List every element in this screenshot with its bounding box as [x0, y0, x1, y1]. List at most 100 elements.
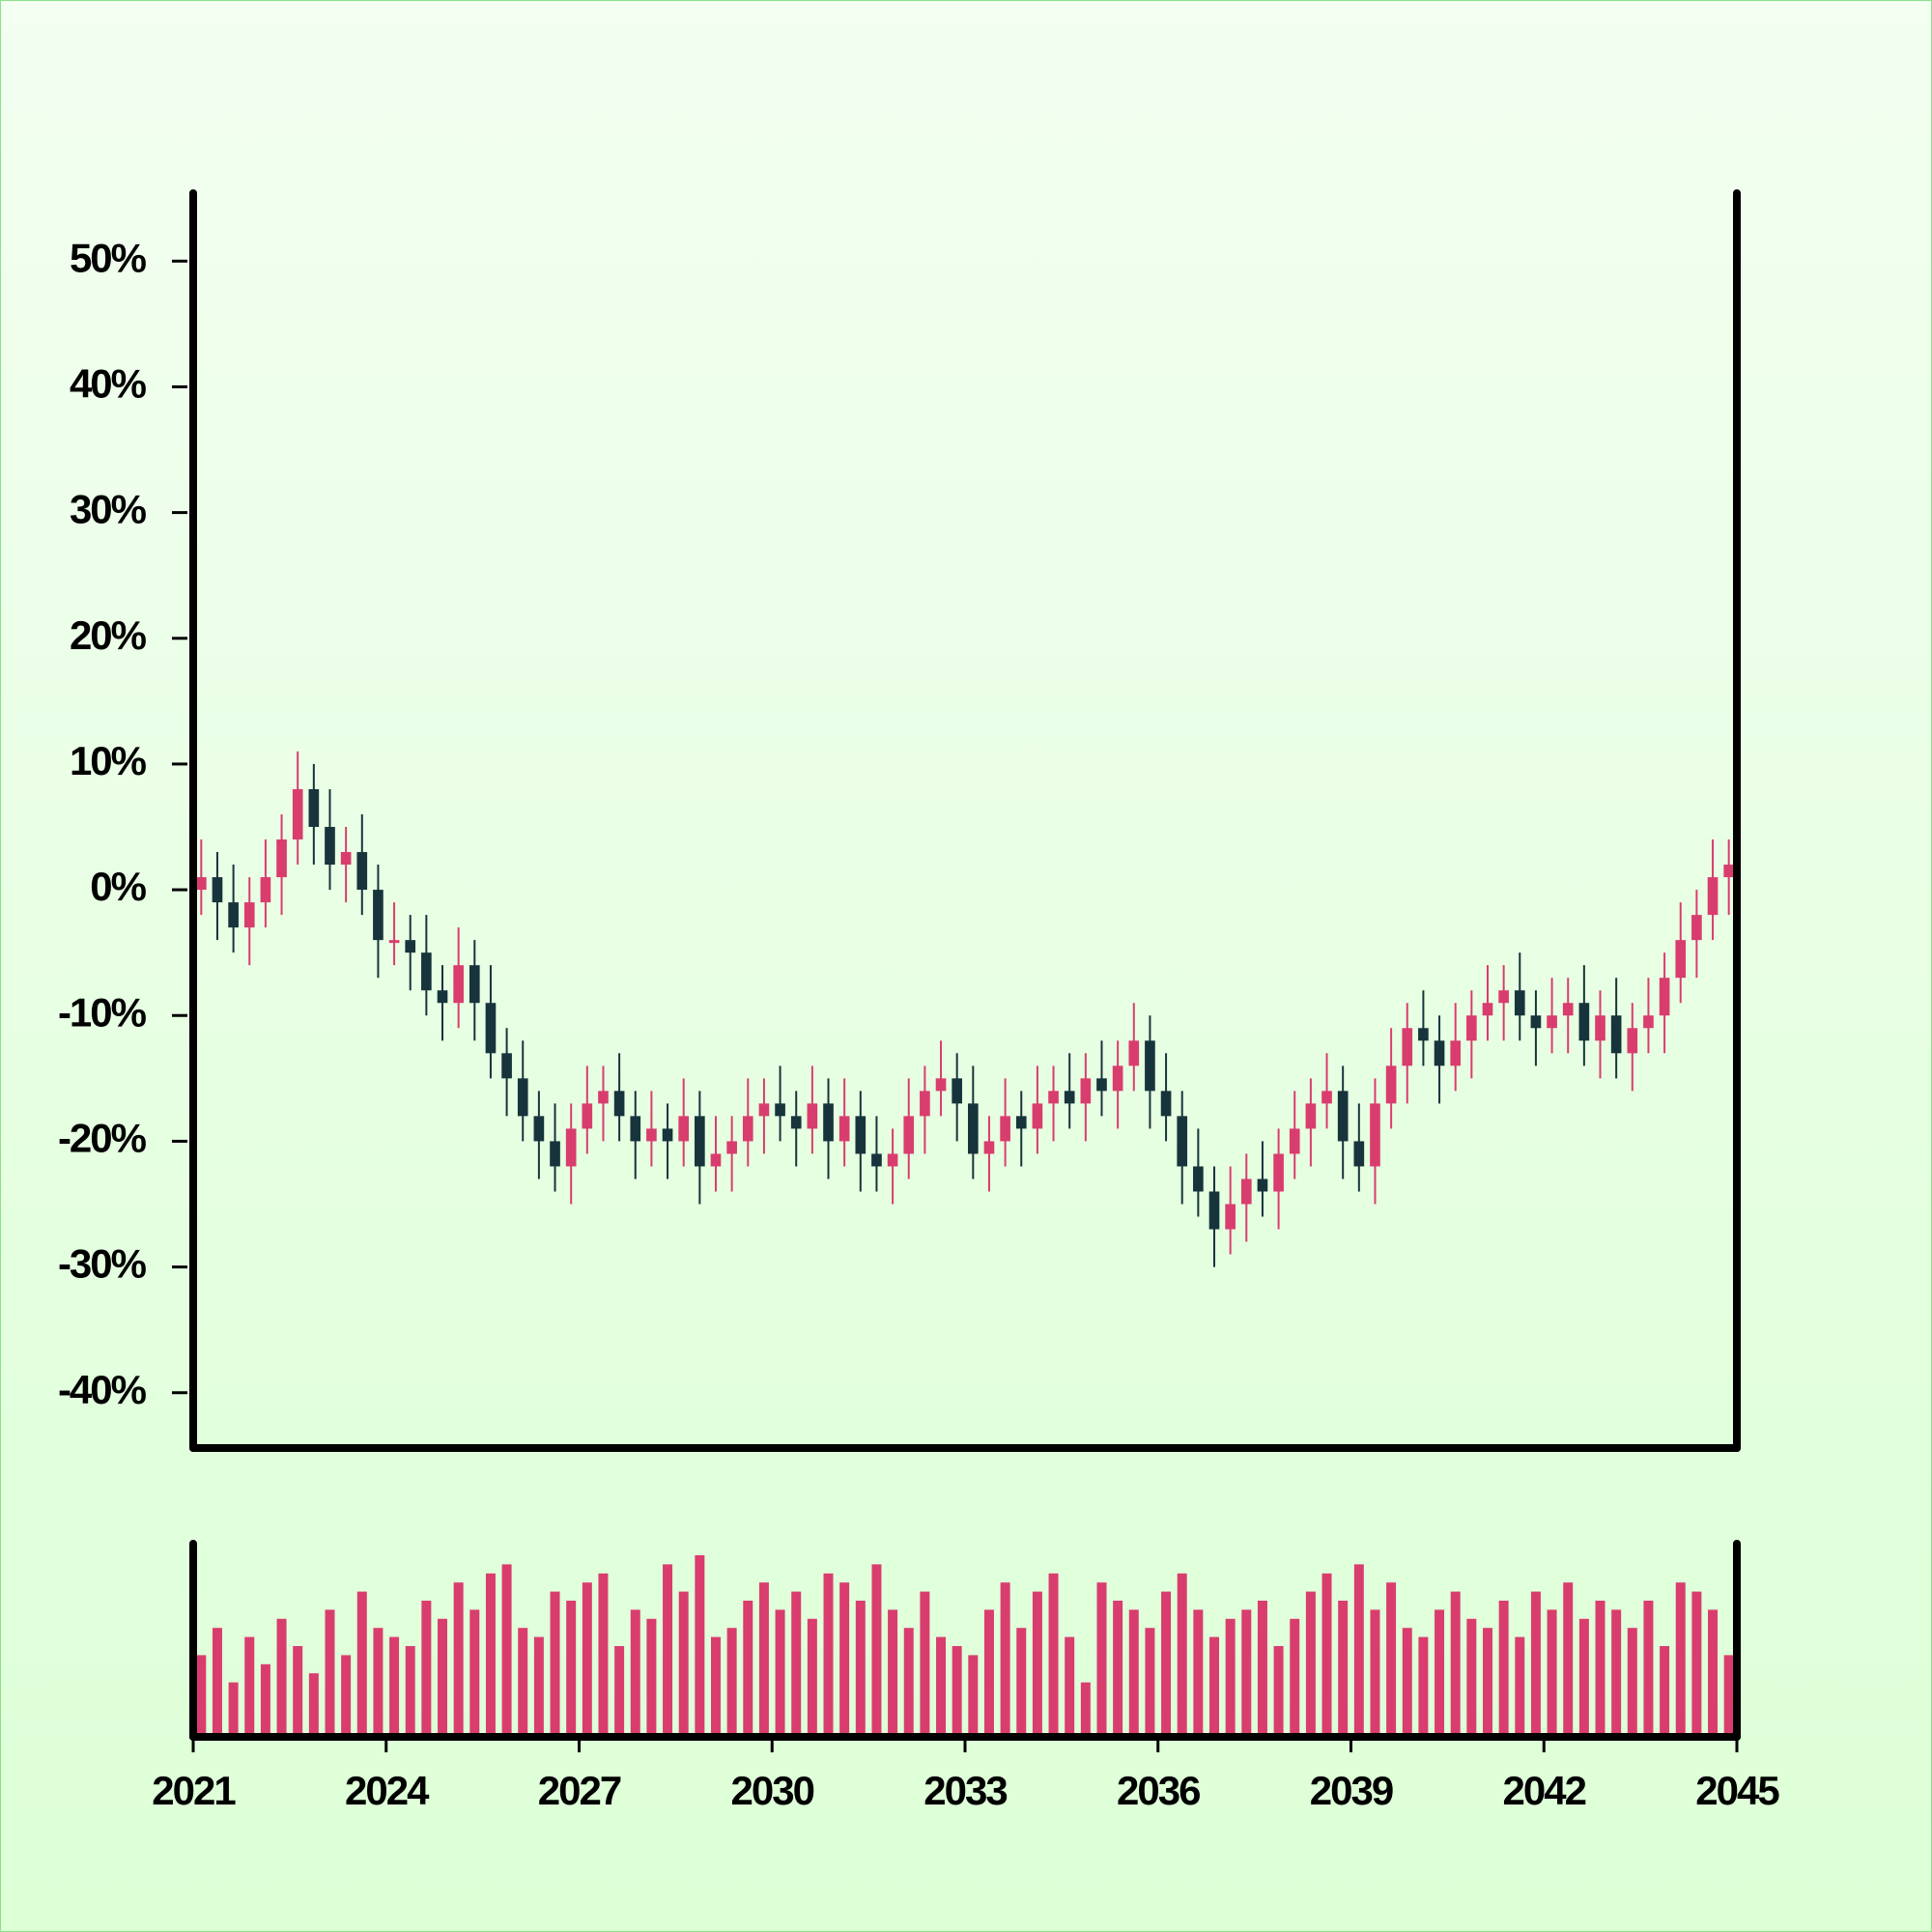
- volume-bar: [1209, 1636, 1220, 1737]
- volume-bar: [453, 1582, 464, 1737]
- candle-body: [1240, 1179, 1252, 1205]
- y-tick-label: -40%: [58, 1367, 147, 1412]
- candle-body: [1610, 1015, 1622, 1054]
- candle-body: [1112, 1065, 1123, 1092]
- candle-body: [1418, 1028, 1429, 1041]
- volume-bar: [1032, 1591, 1042, 1737]
- volume-bar: [1627, 1628, 1637, 1737]
- candle-body: [195, 877, 207, 891]
- volume-bar: [308, 1673, 319, 1737]
- volume-bar: [695, 1555, 705, 1737]
- candle-body: [340, 852, 352, 866]
- volume-bar: [1273, 1646, 1284, 1737]
- volume-bar: [823, 1573, 834, 1737]
- volume-bar: [501, 1564, 512, 1737]
- volume-bar: [582, 1582, 592, 1737]
- volume-bar: [855, 1601, 866, 1737]
- candle-body: [1530, 1015, 1542, 1029]
- candle-body: [325, 827, 335, 866]
- volume-bar: [212, 1628, 222, 1737]
- volume-bar: [1611, 1609, 1622, 1737]
- volume-bar: [743, 1601, 753, 1737]
- x-tick-label: 2024: [345, 1768, 430, 1813]
- candle-body: [1691, 915, 1702, 941]
- volume-bar: [1145, 1628, 1155, 1737]
- candle-body: [405, 940, 416, 953]
- volume-bar: [228, 1682, 239, 1737]
- x-tick-label: 2039: [1310, 1768, 1393, 1813]
- candle-body: [1145, 1040, 1155, 1092]
- candle-body: [485, 1003, 497, 1054]
- volume-bar: [1225, 1618, 1236, 1737]
- candle-body: [646, 1128, 657, 1142]
- volume-bar: [1128, 1609, 1139, 1737]
- volume-bar: [983, 1609, 994, 1737]
- candle-body: [1064, 1091, 1075, 1104]
- candle-body: [613, 1091, 625, 1117]
- volume-bar: [518, 1628, 528, 1737]
- candle-body: [1353, 1141, 1365, 1167]
- candle-body: [775, 1103, 785, 1117]
- candle-body: [1562, 1003, 1574, 1016]
- candle-body: [1208, 1191, 1220, 1230]
- candle-body: [1096, 1078, 1107, 1092]
- volume-bar: [1595, 1601, 1605, 1737]
- volume-bar: [1643, 1601, 1654, 1737]
- volume-bar: [341, 1655, 352, 1737]
- candle-body: [1707, 877, 1719, 916]
- y-tick-label: -10%: [58, 989, 147, 1035]
- candle-body: [453, 965, 464, 1004]
- candle-body: [903, 1116, 915, 1154]
- y-tick-label: -30%: [58, 1241, 147, 1287]
- volume-bar: [1450, 1591, 1461, 1737]
- volume-bar: [758, 1582, 769, 1737]
- x-tick-label: 2021: [152, 1768, 236, 1813]
- x-tick-label: 2027: [538, 1768, 621, 1813]
- volume-bar: [1691, 1591, 1702, 1737]
- volume-bar: [726, 1628, 737, 1737]
- candle-body: [952, 1078, 963, 1104]
- volume-bar: [1547, 1609, 1557, 1737]
- x-tick-label: 2036: [1117, 1768, 1200, 1813]
- candle-body: [855, 1116, 867, 1154]
- candle-body: [1128, 1040, 1140, 1066]
- volume-bar: [325, 1609, 335, 1737]
- y-tick-label: 40%: [70, 361, 147, 407]
- candle-body: [1000, 1116, 1010, 1142]
- candle-body: [790, 1116, 802, 1129]
- volume-bar: [566, 1601, 577, 1737]
- volume-bar: [678, 1591, 689, 1737]
- volume-bar: [438, 1618, 448, 1737]
- candle-body: [356, 852, 368, 891]
- volume-bar: [1161, 1591, 1172, 1737]
- candle-body: [550, 1141, 560, 1167]
- volume-bar: [1096, 1582, 1107, 1737]
- volume-bar: [1515, 1636, 1525, 1737]
- candle-body: [1337, 1091, 1349, 1142]
- volume-bar: [1563, 1582, 1574, 1737]
- candle-body: [838, 1116, 850, 1142]
- candle-body: [1466, 1015, 1477, 1041]
- candle-body: [1080, 1078, 1092, 1104]
- volume-bar: [389, 1636, 400, 1737]
- volume-bar: [533, 1636, 544, 1737]
- volume-bar: [1080, 1682, 1091, 1737]
- volume-bar: [1578, 1618, 1589, 1737]
- candle-body: [1370, 1103, 1380, 1167]
- volume-bar: [421, 1601, 432, 1737]
- candle-body: [726, 1141, 737, 1154]
- volume-bar: [1660, 1646, 1670, 1737]
- volume-bar: [1482, 1628, 1492, 1737]
- candle-body: [1193, 1166, 1204, 1192]
- volume-bar: [791, 1591, 802, 1737]
- y-tick-label: 50%: [70, 235, 147, 280]
- candle-body: [276, 839, 287, 878]
- volume-bar: [1321, 1573, 1332, 1737]
- candle-body: [1627, 1028, 1638, 1054]
- candle-body: [1257, 1179, 1268, 1192]
- volume-bar: [1675, 1582, 1686, 1737]
- volume-bar: [1305, 1591, 1316, 1737]
- volume-bar: [1435, 1609, 1445, 1737]
- candle-body: [437, 990, 448, 1004]
